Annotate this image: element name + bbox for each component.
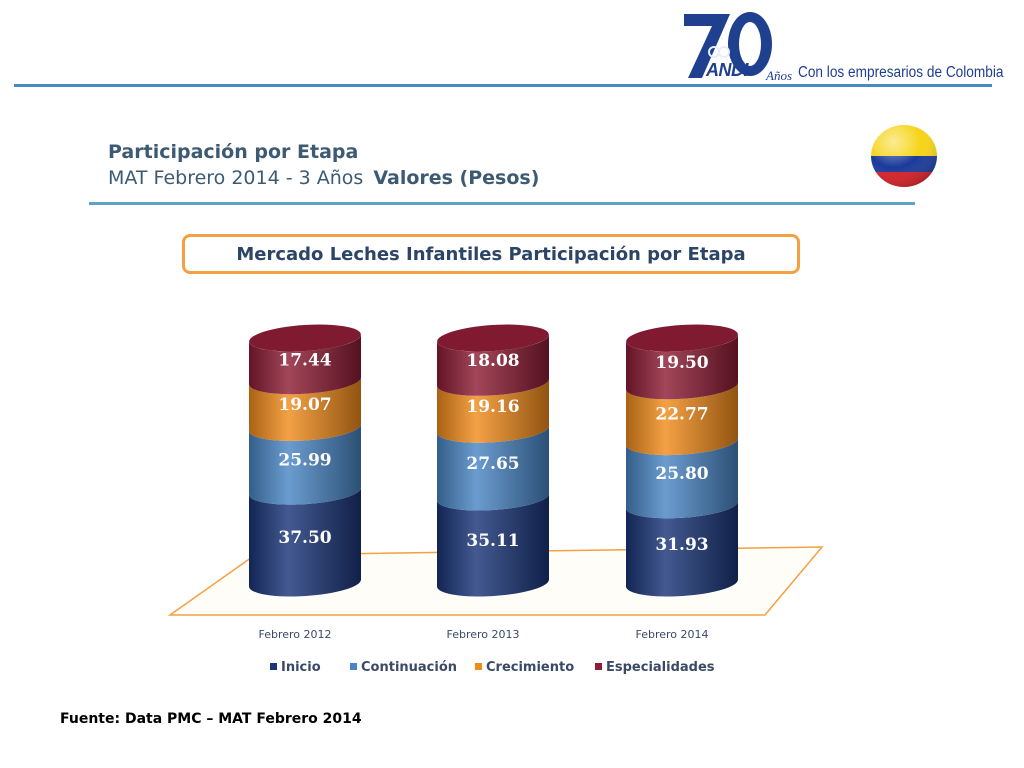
data-label: 19.16: [466, 397, 519, 417]
stacked-cylinder-chart: 37.50 25.99 19.07 17.44 Febrero 2012 35.11 27.…: [167, 324, 824, 675]
source-note: Fuente: Data PMC – MAT Febrero 2014: [60, 711, 362, 727]
legend-swatch: [270, 663, 277, 670]
data-label: 27.65: [466, 454, 519, 474]
category-label: Febrero 2012: [258, 628, 331, 641]
subtitle-text: MAT Febrero 2014 - 3 Años: [108, 167, 364, 189]
subtitle-bold-text: Valores (Pesos): [373, 167, 540, 189]
legend-label: Inicio: [281, 660, 321, 675]
logo-anos: Años: [766, 68, 792, 83]
data-label: 25.99: [278, 450, 331, 470]
logo-tagline: Con los empresarios de Colombia: [798, 64, 1004, 81]
bar-top-cap: [437, 324, 549, 352]
legend-label: Especialidades: [606, 660, 715, 675]
data-label: 35.11: [466, 531, 519, 551]
legend-label: Crecimiento: [486, 660, 574, 675]
legend-label: Continuación: [361, 660, 457, 675]
logo-word: ANDI: [706, 60, 749, 80]
bar-segment: [437, 493, 550, 597]
slide-title: Participación por Etapa: [108, 141, 359, 163]
category-label: Febrero 2013: [446, 628, 519, 641]
bar-segment: [249, 487, 362, 597]
bar-segment: [437, 378, 550, 443]
data-label: 18.08: [466, 351, 519, 371]
data-label: 37.50: [278, 528, 331, 548]
bar-segment: [626, 437, 739, 519]
legend-swatch: [350, 663, 357, 670]
bar-segment: [249, 377, 362, 441]
title-divider: [89, 202, 915, 205]
bar-segment: [249, 423, 362, 505]
header-divider: [14, 84, 992, 87]
chart-title: Mercado Leches Infantiles Participación …: [236, 244, 746, 265]
data-label: 22.77: [655, 405, 708, 425]
slide-subtitle: MAT Febrero 2014 - 3 Años Valores (Pesos): [108, 167, 539, 189]
bar-segment: [437, 425, 550, 511]
data-label: 19.50: [655, 353, 708, 373]
colombia-flag-icon: [871, 125, 937, 187]
category-label: Febrero 2014: [635, 628, 708, 641]
bar-segment: [626, 382, 739, 456]
andi-logo: ANDI Años Con los empresarios de Colombi…: [680, 8, 1004, 84]
andi-70-logo-icon: [684, 12, 772, 78]
legend-swatch: [475, 663, 482, 670]
bar-segment: [249, 334, 362, 395]
data-label: 31.93: [655, 535, 708, 555]
bar-segment: [626, 501, 739, 597]
data-label: 19.07: [278, 395, 331, 415]
bar-segment: [437, 334, 550, 396]
legend-swatch: [595, 663, 602, 670]
bar-top-cap: [626, 324, 738, 352]
bar-segment: [626, 334, 739, 400]
chart-title-box: Mercado Leches Infantiles Participación …: [182, 234, 800, 274]
data-label: 17.44: [278, 350, 331, 370]
bar-top-cap: [249, 324, 361, 352]
data-label: 25.80: [655, 464, 708, 484]
